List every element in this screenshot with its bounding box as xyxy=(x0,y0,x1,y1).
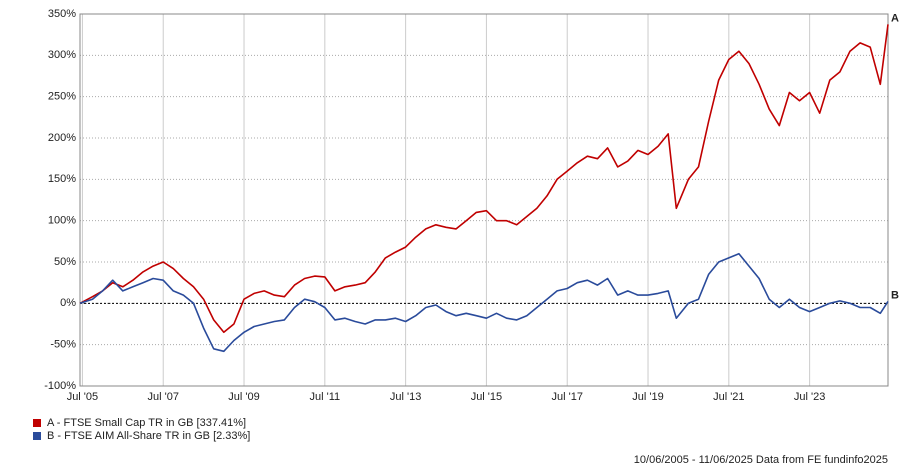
y-tick-label: 200% xyxy=(48,132,76,144)
end-label: B xyxy=(891,289,899,301)
y-tick-label: 250% xyxy=(48,91,76,103)
x-tick-label: Jul '21 xyxy=(713,391,744,403)
x-tick-label: Jul '09 xyxy=(228,391,259,403)
footer: 10/06/2005 - 11/06/2025 Data from FE fun… xyxy=(634,454,888,466)
end-label: A xyxy=(891,12,899,24)
y-tick-label: 0% xyxy=(60,297,76,309)
x-tick-label: Jul '23 xyxy=(794,391,825,403)
x-tick-label: Jul '15 xyxy=(471,391,502,403)
x-tick-label: Jul '13 xyxy=(390,391,421,403)
x-tick-label: Jul '17 xyxy=(551,391,582,403)
legend-swatch xyxy=(33,432,41,440)
legend-swatch xyxy=(33,419,41,427)
x-tick-label: Jul '07 xyxy=(147,391,178,403)
legend-label: B - FTSE AIM All-Share TR in GB [2.33%] xyxy=(47,430,250,442)
series-line xyxy=(79,24,889,334)
y-tick-label: 150% xyxy=(48,173,76,185)
y-tick-label: 50% xyxy=(54,256,76,268)
y-tick-label: -50% xyxy=(50,339,76,351)
y-tick-label: 300% xyxy=(48,49,76,61)
x-tick-label: Jul '11 xyxy=(310,391,341,403)
y-tick-label: -100% xyxy=(44,380,76,392)
series-line xyxy=(79,252,889,353)
x-tick-label: Jul '05 xyxy=(67,391,98,403)
legend-label: A - FTSE Small Cap TR in GB [337.41%] xyxy=(47,417,246,429)
x-tick-label: Jul '19 xyxy=(632,391,663,403)
y-tick-label: 350% xyxy=(48,8,76,20)
y-tick-label: 100% xyxy=(48,215,76,227)
plot-frame xyxy=(79,13,889,387)
